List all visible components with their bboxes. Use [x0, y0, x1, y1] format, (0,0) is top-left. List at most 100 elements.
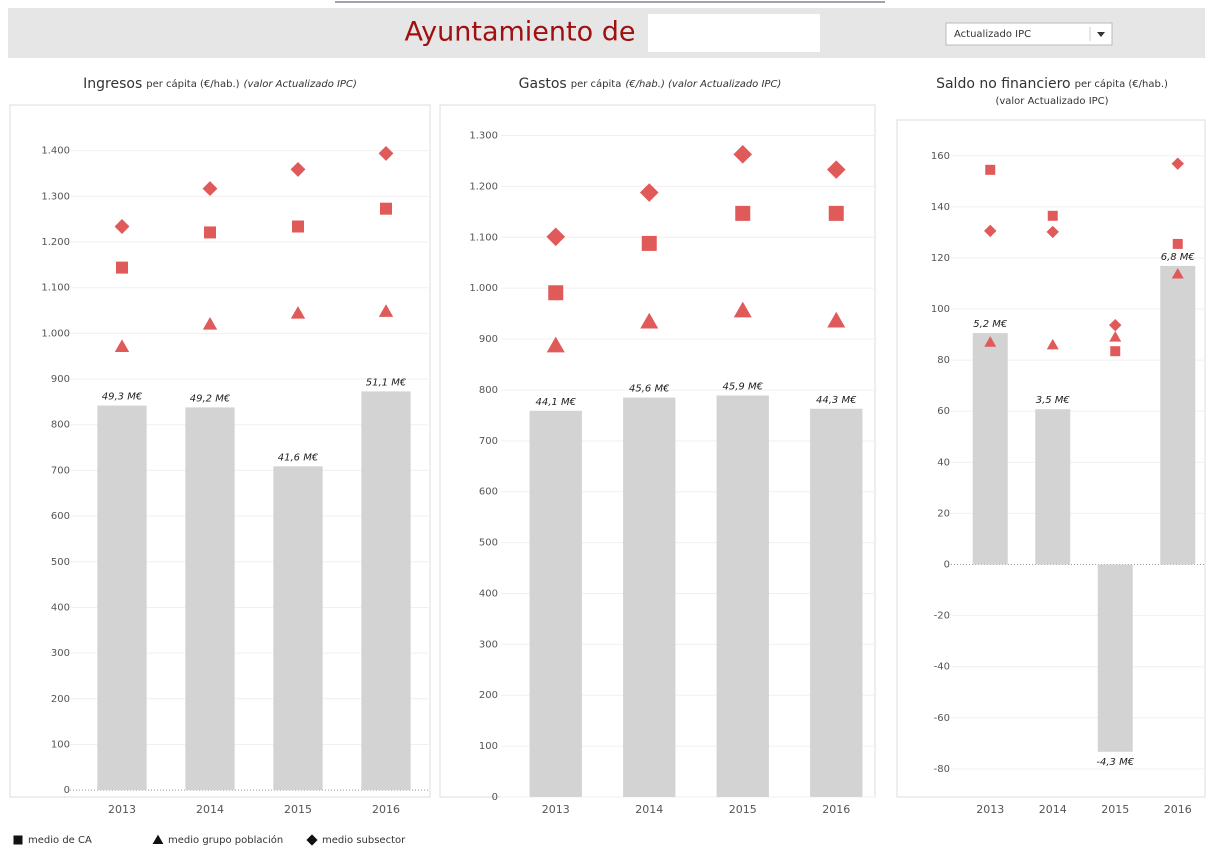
title-sub: per cápita — [571, 78, 622, 90]
title-main: Gastos — [519, 76, 567, 92]
dropdown-value[interactable]: Actualizado IPC — [954, 29, 1031, 40]
bar-label: 45,9 M€ — [723, 382, 764, 393]
plot-frame — [896, 119, 1206, 798]
x-tick-label: 2013 — [976, 803, 1004, 816]
chart-title: Gastos per cápita (€/hab.) (valor Actualiz… — [519, 76, 782, 92]
bar — [1160, 265, 1196, 565]
x-tick-label: 2014 — [1039, 803, 1067, 816]
y-tick-label: 800 — [479, 385, 498, 396]
marker-triangle — [290, 306, 306, 319]
bar-label: 3,5 M€ — [1036, 395, 1071, 406]
bar-label: 51,1 M€ — [366, 377, 407, 388]
y-tick-label: 300 — [51, 648, 70, 659]
title-note: (valor Actualizado IPC) — [244, 79, 357, 90]
y-tick-label: -80 — [934, 764, 950, 775]
dropdown-box[interactable] — [945, 22, 1113, 46]
marker-triangle — [827, 311, 846, 328]
bar — [185, 407, 235, 791]
marker-diamond — [1171, 157, 1184, 170]
marker-diamond — [114, 219, 130, 234]
x-tick-label: 2016 — [1164, 803, 1192, 816]
y-tick-label: 600 — [479, 487, 498, 498]
x-tick-label: 2015 — [729, 803, 757, 816]
y-tick-label: 1.100 — [41, 283, 70, 294]
marker-diamond — [202, 181, 218, 197]
marker-diamond — [1046, 225, 1059, 239]
x-tick-label: 2014 — [196, 803, 224, 816]
y-tick-label: 300 — [479, 639, 498, 650]
legend: medio de CA medio grupo población medio su… — [13, 834, 406, 846]
marker-triangle — [984, 336, 997, 347]
y-tick-label: 100 — [931, 304, 950, 315]
y-tick-label: 1.100 — [469, 232, 498, 243]
y-tick-label: 60 — [937, 406, 950, 417]
y-tick-label: 1.300 — [469, 131, 498, 142]
bar — [1035, 409, 1071, 565]
marker-diamond — [639, 183, 659, 202]
bar — [972, 333, 1008, 565]
bar — [1097, 564, 1133, 752]
dropdown-arrow[interactable] — [1097, 32, 1105, 37]
legend-triangle — [152, 834, 164, 845]
title-sub: per cápita (€/hab.) — [1075, 78, 1168, 90]
y-tick-label: 1.000 — [41, 328, 70, 339]
legend-label: medio de CA — [28, 835, 92, 846]
bar — [529, 410, 582, 797]
marker-diamond — [733, 145, 753, 164]
x-tick-label: 2015 — [284, 803, 312, 816]
bar-label: -4,3 M€ — [1096, 757, 1134, 768]
x-tick-label: 2013 — [542, 803, 570, 816]
marker-square — [1047, 210, 1058, 221]
dropdown[interactable]: Actualizado IPC — [945, 22, 1113, 46]
marker-square — [116, 261, 128, 274]
bar-label: 41,6 M€ — [278, 452, 319, 463]
y-tick-label: 500 — [479, 538, 498, 549]
marker-triangle — [733, 301, 752, 318]
legend-label: medio subsector — [322, 835, 406, 846]
y-tick-label: 1.300 — [41, 191, 70, 202]
y-tick-label: 700 — [51, 465, 70, 476]
y-tick-label: 400 — [479, 588, 498, 599]
y-tick-label: 1.200 — [41, 237, 70, 248]
y-tick-label: -40 — [934, 662, 950, 673]
chart-title: Ingresos per cápita (€/hab.) (valor Actual… — [83, 76, 357, 92]
x-tick-label: 2013 — [108, 803, 136, 816]
marker-triangle — [378, 304, 394, 317]
y-tick-label: 400 — [51, 602, 70, 613]
y-tick-label: 900 — [51, 374, 70, 385]
plot-frame — [9, 104, 431, 798]
chart-title: Saldo no financiero per cápita (€/hab.) (v… — [936, 76, 1168, 107]
marker-square — [735, 205, 751, 221]
y-tick-label: 100 — [51, 739, 70, 750]
bar-label: 45,6 M€ — [629, 384, 670, 395]
y-tick-label: 0 — [944, 560, 950, 571]
bar — [273, 466, 323, 791]
bar-label: 44,3 M€ — [816, 395, 857, 406]
bar-label: 49,2 M€ — [190, 393, 231, 404]
marker-square — [641, 235, 657, 251]
y-tick-label: -20 — [934, 611, 950, 622]
bar — [716, 395, 769, 797]
y-tick-label: 200 — [51, 694, 70, 705]
legend-diamond — [306, 834, 318, 846]
marker-diamond — [378, 145, 394, 161]
name-box — [648, 14, 820, 52]
legend-label: medio grupo población — [168, 834, 283, 846]
bar — [623, 397, 676, 797]
marker-diamond — [546, 227, 566, 247]
title-main: Saldo no financiero — [936, 76, 1071, 92]
marker-square — [1172, 238, 1183, 249]
bar — [810, 408, 863, 797]
y-tick-label: 120 — [931, 253, 950, 264]
y-tick-label: 100 — [479, 741, 498, 752]
y-tick-label: 600 — [51, 511, 70, 522]
y-tick-label: 20 — [937, 508, 950, 519]
chart-panel: Gastos per cápita (€/hab.) (valor Actualiz… — [439, 76, 876, 816]
bar-label: 49,3 M€ — [102, 392, 143, 403]
y-tick-label: 80 — [937, 355, 950, 366]
y-tick-label: 40 — [937, 457, 950, 468]
header-title: Ayuntamiento de — [405, 17, 636, 48]
charts: Ingresos per cápita (€/hab.) (valor Actual… — [9, 76, 1206, 816]
